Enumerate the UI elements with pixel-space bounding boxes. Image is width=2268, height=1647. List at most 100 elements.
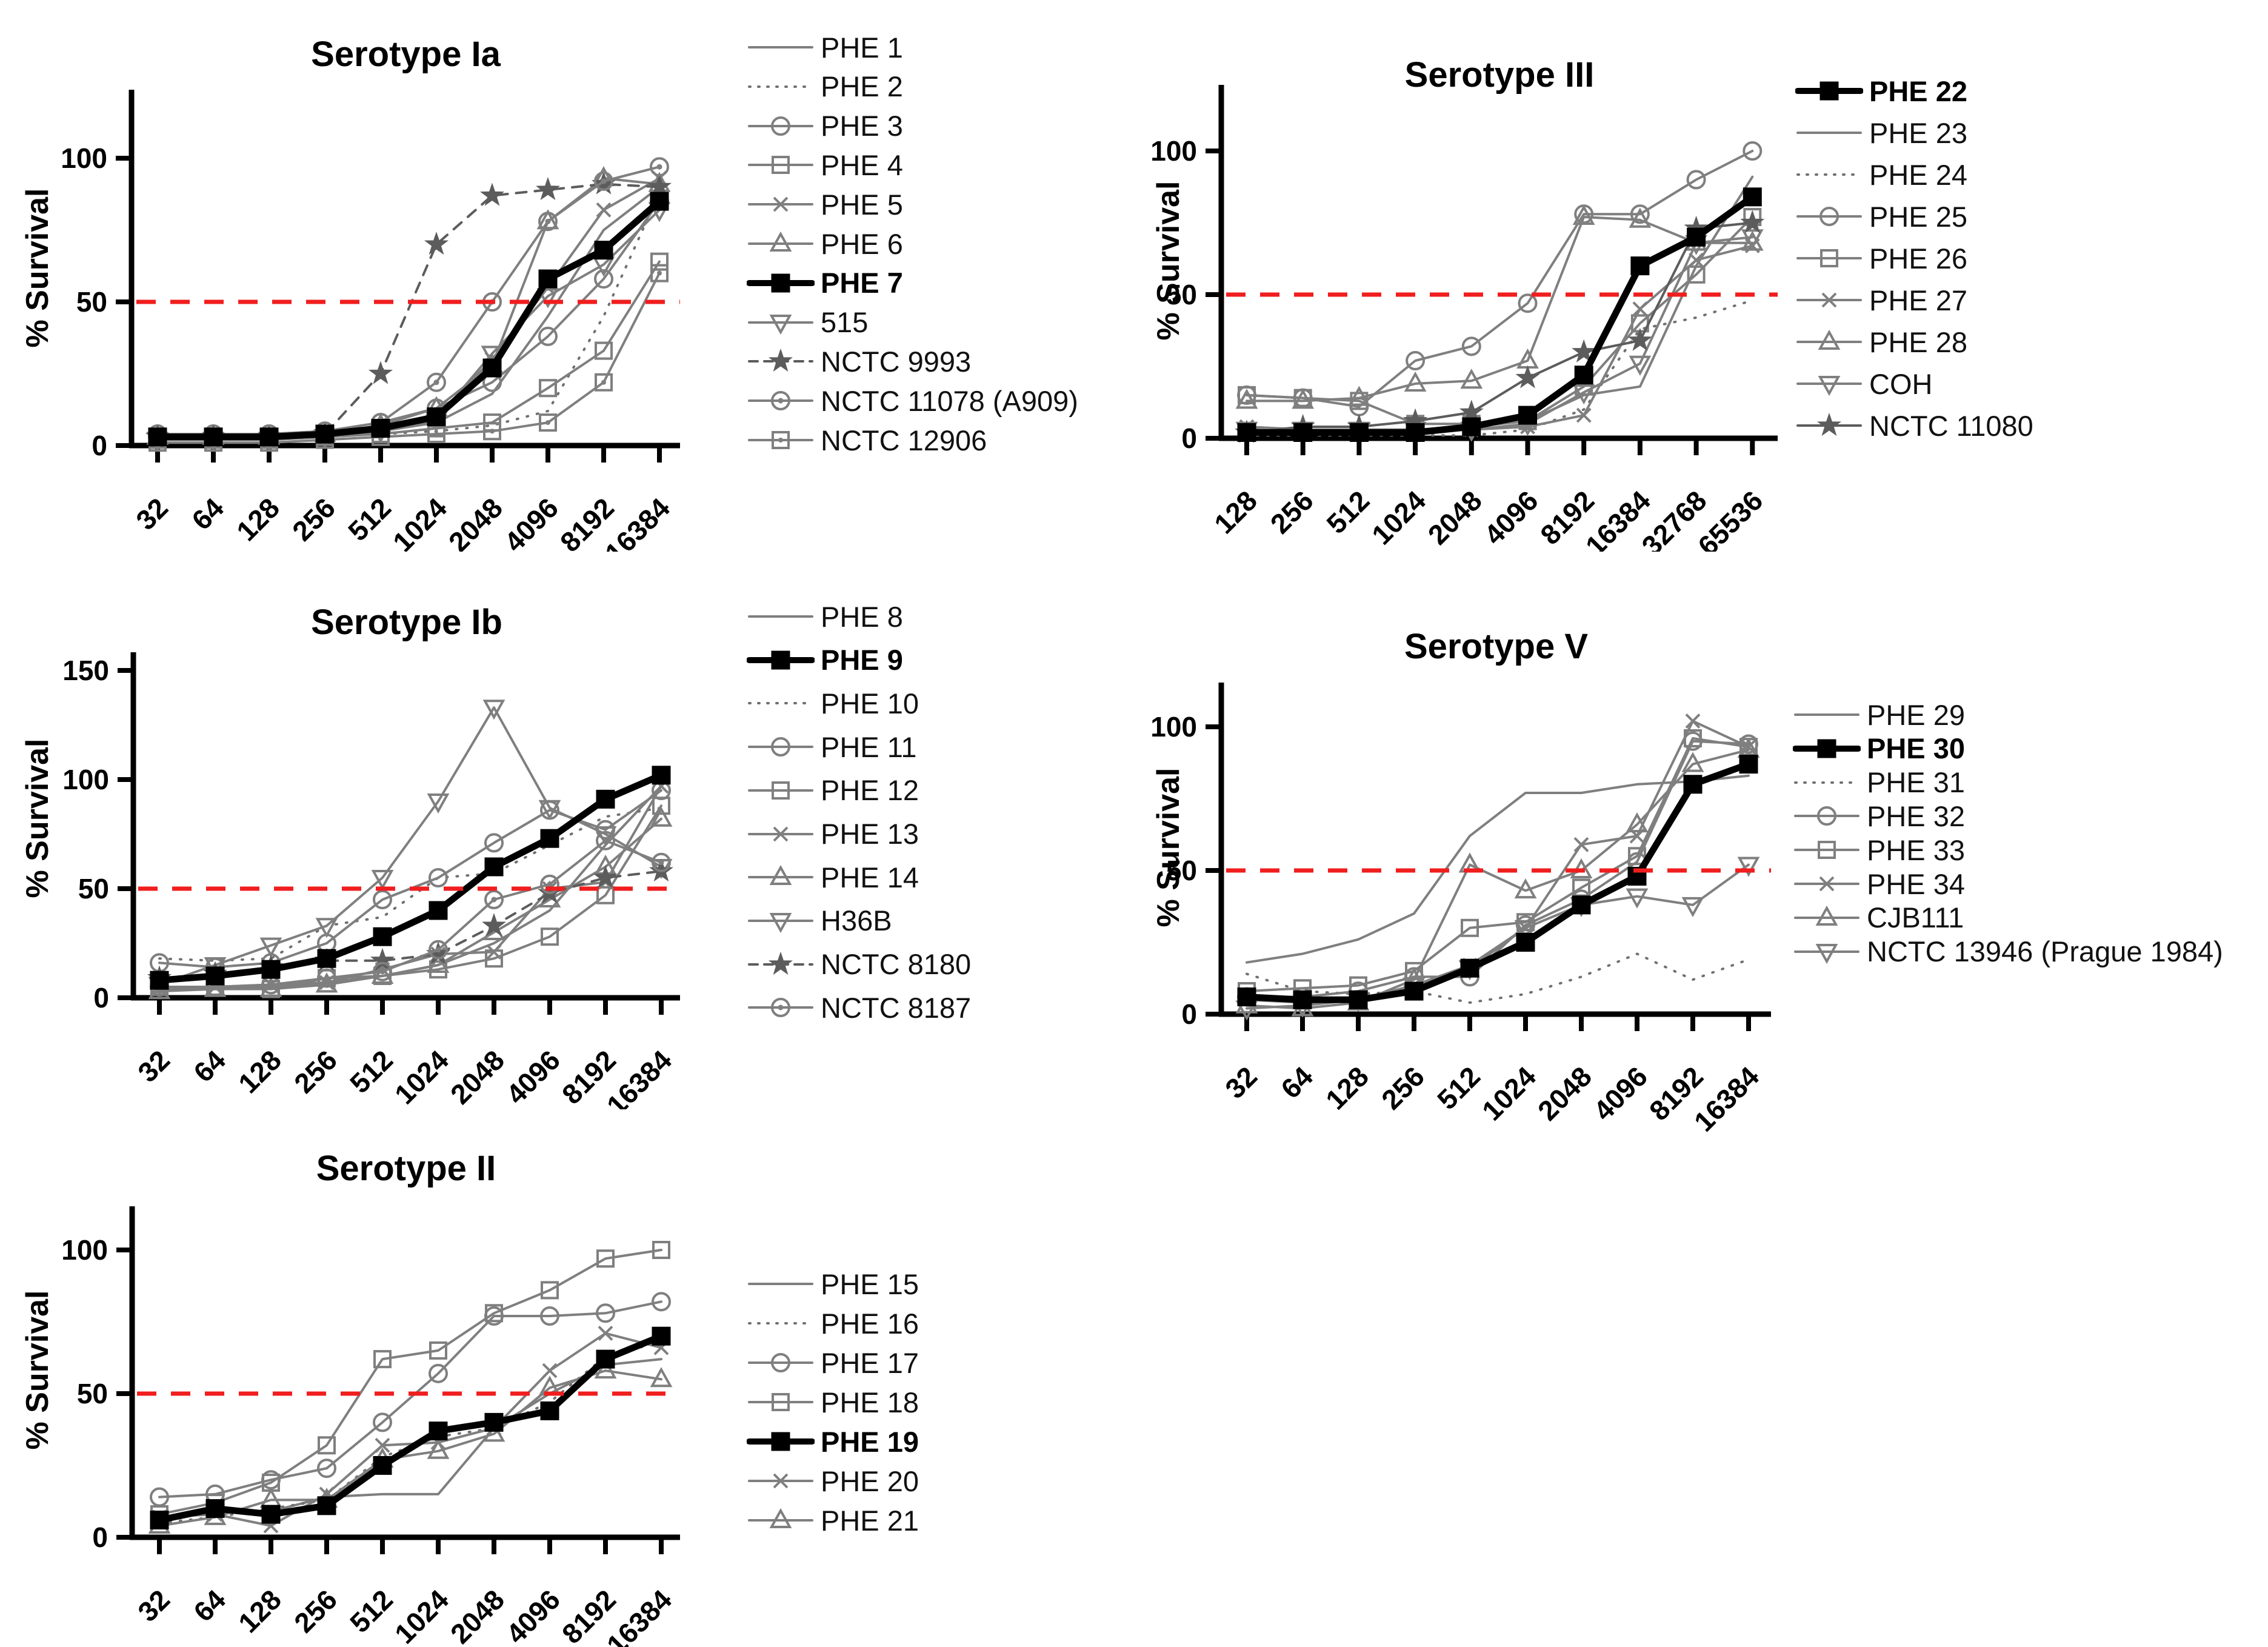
- chart-panel-serotype-ib: 0 50 100 150 32 64 128 256 512 1024 2048 4096 8192 16…: [0, 564, 1164, 1110]
- marker-triangle-up-icon: [536, 209, 559, 230]
- legend-symbol-triangle-up-icon: [748, 1508, 813, 1528]
- legend-symbol-circle-icon: [748, 737, 813, 757]
- chart-title-serotype-v: Serotype V: [1404, 627, 1588, 667]
- marker-square-icon: [652, 797, 670, 815]
- marker-x-icon: [1632, 301, 1648, 317]
- x-tick-label: 2048: [442, 492, 509, 552]
- legend-label: PHE 18: [821, 1386, 919, 1418]
- marker-star-icon: [1515, 365, 1540, 389]
- x-tick-label: 4096: [500, 1044, 566, 1109]
- legend-label: PHE 31: [1867, 766, 1965, 799]
- marker-star-icon: [1572, 339, 1596, 362]
- x-tick-label: 4096: [500, 1583, 566, 1647]
- legend-symbol-line-icon: [1794, 781, 1859, 784]
- legend-label: PHE 7: [821, 267, 903, 299]
- series-line-phe-30: [1243, 761, 1752, 1003]
- marker-triangle-down-icon: [1741, 229, 1764, 250]
- legend-item: 515: [747, 306, 868, 338]
- x-tick-label: 65536: [1692, 484, 1769, 552]
- marker-triangle-up-icon: [1514, 878, 1537, 899]
- y-axis-label: % Survival: [20, 188, 55, 348]
- marker-triangle-up-icon: [259, 977, 282, 997]
- marker-circle-dot-icon: [540, 874, 559, 894]
- x-tick-label: 16384: [601, 1044, 678, 1109]
- y-tick-label: 150: [62, 655, 109, 686]
- series-line-phe-24: [1246, 299, 1754, 437]
- marker-triangle-down-icon: [1626, 888, 1649, 909]
- legend-symbol-filled-square-icon: [1795, 81, 1863, 101]
- series-line-phe-25: [1246, 150, 1754, 408]
- legend-item: PHE 8: [747, 600, 903, 633]
- legend-label: PHE 15: [821, 1268, 919, 1300]
- legend-symbol-x-icon: [748, 826, 813, 841]
- series-line-phe-1: [156, 185, 661, 438]
- marker-triangle-down-icon: [315, 918, 338, 938]
- legend-label: PHE 19: [821, 1425, 919, 1458]
- marker-circle-dot-icon: [650, 157, 669, 177]
- legend-symbol-circle-icon: [748, 1353, 813, 1372]
- marker-filled-square-icon: [1743, 187, 1762, 207]
- legend-item: PHE 5: [747, 188, 903, 221]
- marker-triangle-down-icon: [259, 937, 282, 958]
- x-tick-label: 256: [286, 492, 341, 547]
- marker-triangle-down-icon: [1514, 920, 1537, 940]
- marker-filled-square-icon: [652, 766, 671, 785]
- legend-item: PHE 24: [1795, 159, 1967, 191]
- chart-panel-serotype-v: 0 50 100 32 64 128 256 512 1024 2048 4096 8192 16384…: [1151, 564, 2268, 1140]
- chart-panel-serotype-ii: 0 50 100 32 64 128 256 512 1024 2048 4096 8192 16384…: [0, 1109, 1164, 1647]
- legend-symbol-filled-square-icon: [1793, 739, 1861, 758]
- legend-item: NCTC 13946 (Prague 1984): [1793, 935, 2223, 967]
- chart-title-serotype-ib: Serotype Ib: [311, 603, 502, 643]
- marker-circle-dot-icon: [652, 852, 671, 872]
- y-tick-label: 100: [1152, 135, 1197, 167]
- y-axis-label: % Survival: [1151, 181, 1186, 341]
- marker-triangle-up-icon: [259, 1488, 282, 1508]
- marker-filled-square-icon: [373, 1456, 392, 1475]
- series-line-phe-32: [1246, 740, 1750, 998]
- legend-item: PHE 26: [1795, 242, 1967, 275]
- series-line-phe-19: [156, 1332, 665, 1524]
- legend-label: PHE 5: [821, 188, 903, 221]
- legend-label: PHE 13: [821, 818, 919, 850]
- marker-star-icon: [536, 177, 560, 201]
- x-tick-label: 512: [1431, 1060, 1486, 1115]
- y-tick-label: 50: [78, 873, 109, 904]
- marker-star-icon: [1627, 327, 1652, 351]
- legend-label: PHE 1: [821, 31, 903, 64]
- legend-label: PHE 8: [821, 600, 903, 633]
- marker-filled-square-icon: [317, 949, 336, 968]
- legend-item: NCTC 11080: [1795, 410, 2033, 442]
- marker-filled-square-icon: [1404, 981, 1424, 1001]
- legend-label: PHE 10: [821, 687, 919, 720]
- marker-filled-square-icon: [771, 650, 790, 670]
- marker-circle-dot-icon: [427, 372, 446, 392]
- marker-x-icon: [542, 1363, 558, 1378]
- marker-filled-square-icon: [261, 1505, 281, 1524]
- legend-item: PHE 3: [747, 110, 903, 142]
- y-axis-label: % Survival: [20, 738, 55, 898]
- marker-square-icon: [652, 1241, 670, 1259]
- legend-label: PHE 29: [1867, 698, 1965, 731]
- legend-symbol-star-icon: [748, 349, 813, 372]
- marker-triangle-up-icon: [769, 1508, 792, 1528]
- x-tick-label: 1024: [389, 1583, 455, 1647]
- marker-filled-square-icon: [1237, 987, 1256, 1007]
- marker-square-icon: [373, 1350, 392, 1369]
- legend-symbol-x-icon: [748, 196, 813, 212]
- marker-filled-square-icon: [259, 427, 279, 447]
- marker-triangle-up-icon: [1626, 812, 1649, 833]
- legend-symbol-line-icon: [748, 615, 813, 618]
- marker-filled-square-icon: [484, 1412, 504, 1432]
- legend-item: PHE 14: [747, 861, 919, 894]
- legend-item: NCTC 8187: [747, 992, 971, 1024]
- legend-label: PHE 6: [821, 227, 903, 260]
- legend-symbol-line-icon: [748, 46, 813, 48]
- marker-triangle-down-icon: [371, 870, 394, 890]
- x-tick-label: 128: [232, 1583, 287, 1639]
- legend-label: NCTC 12906: [821, 424, 987, 456]
- legend-label: PHE 28: [1869, 326, 1967, 358]
- legend-item: PHE 15: [747, 1268, 919, 1300]
- legend-item: NCTC 8180: [747, 948, 971, 980]
